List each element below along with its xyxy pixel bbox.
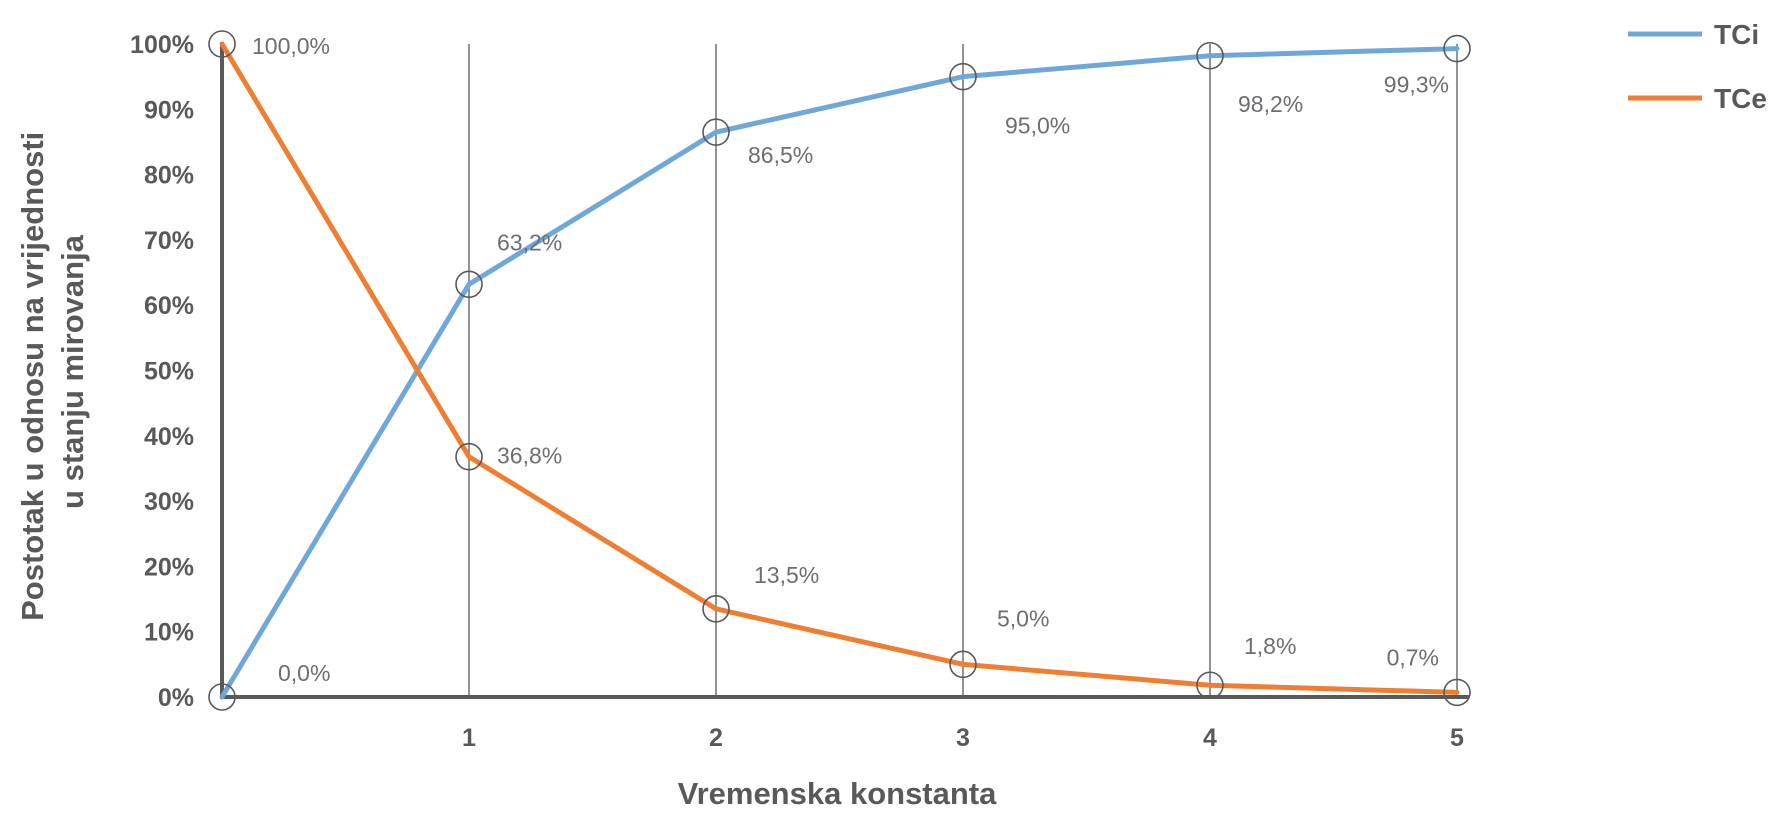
legend-label-tci: TCi bbox=[1714, 19, 1759, 50]
data-point-tci bbox=[1196, 41, 1224, 70]
y-tick-label: 50% bbox=[144, 358, 194, 386]
y-tick-label: 0% bbox=[158, 684, 194, 712]
x-tick-label: 4 bbox=[1203, 724, 1217, 752]
y-axis-title-line-1: Postotak u odnosu na vrijednosti bbox=[15, 132, 50, 621]
legend-label-tce: TCe bbox=[1714, 83, 1767, 114]
x-tick-label: 1 bbox=[462, 724, 476, 752]
data-markers bbox=[208, 30, 1471, 711]
y-tick-label: 20% bbox=[144, 553, 194, 581]
data-label-tci: 99,3% bbox=[1384, 72, 1449, 98]
data-point-tci bbox=[455, 270, 483, 299]
data-label-tci: 0,0% bbox=[278, 660, 330, 686]
data-point-tce bbox=[1196, 671, 1224, 700]
data-label-tci: 86,5% bbox=[748, 142, 813, 168]
data-point-tce bbox=[949, 650, 977, 679]
y-tick-label: 40% bbox=[144, 423, 194, 451]
y-axis-title: Postotak u odnosu na vrijednosti u stanj… bbox=[15, 123, 90, 621]
data-label-tci: 63,2% bbox=[497, 229, 562, 255]
y-axis-title-line-2: u stanju mirovanja bbox=[55, 234, 90, 509]
grid-lines bbox=[468, 44, 1458, 697]
data-point-tci bbox=[702, 118, 730, 146]
data-label-tce: 0,7% bbox=[1387, 644, 1439, 670]
x-tick-label: 3 bbox=[956, 724, 970, 752]
axes bbox=[220, 42, 1469, 699]
data-label-tce: 1,8% bbox=[1244, 633, 1296, 659]
y-tick-label: 70% bbox=[144, 227, 194, 255]
x-tick-label: 5 bbox=[1450, 724, 1464, 752]
y-tick-label: 60% bbox=[144, 292, 194, 320]
data-point-tce bbox=[208, 30, 236, 58]
data-label-tce: 5,0% bbox=[997, 605, 1049, 631]
data-point-tce bbox=[1443, 678, 1471, 707]
y-tick-label: 30% bbox=[144, 488, 194, 516]
y-tick-labels: 0% 10% 20% 30% 40% 50% 60% 70% 80% 90% 100% bbox=[130, 31, 194, 712]
data-label-tce: 100,0% bbox=[252, 33, 330, 59]
data-point-tci bbox=[949, 62, 977, 91]
data-point-tci bbox=[208, 683, 236, 711]
data-label-tce: 36,8% bbox=[497, 443, 562, 469]
series-line-tce bbox=[219, 41, 1460, 695]
data-label-tci: 98,2% bbox=[1238, 91, 1303, 117]
series-lines bbox=[219, 41, 1460, 700]
x-tick-labels: 1 2 3 4 5 bbox=[462, 724, 1464, 752]
y-tick-label: 80% bbox=[144, 162, 194, 190]
y-tick-label: 10% bbox=[144, 619, 194, 647]
data-label-tce: 13,5% bbox=[754, 562, 819, 588]
x-axis-title: Vremenska konstanta bbox=[678, 776, 998, 811]
data-point-tci bbox=[1443, 34, 1471, 63]
legend: TCi TCe bbox=[1628, 19, 1767, 114]
series-line-tci bbox=[219, 46, 1460, 700]
x-tick-label: 2 bbox=[709, 724, 723, 752]
y-tick-label: 90% bbox=[144, 96, 194, 124]
data-point-tce bbox=[702, 595, 730, 623]
y-tick-label: 100% bbox=[130, 31, 194, 59]
data-labels: 0,0% 63,2% 86,5% 95,0% 98,2% 99,3% 100,0% 36,8%… bbox=[252, 33, 1449, 686]
data-label-tci: 95,0% bbox=[1005, 113, 1070, 139]
data-point-tce bbox=[455, 442, 483, 471]
